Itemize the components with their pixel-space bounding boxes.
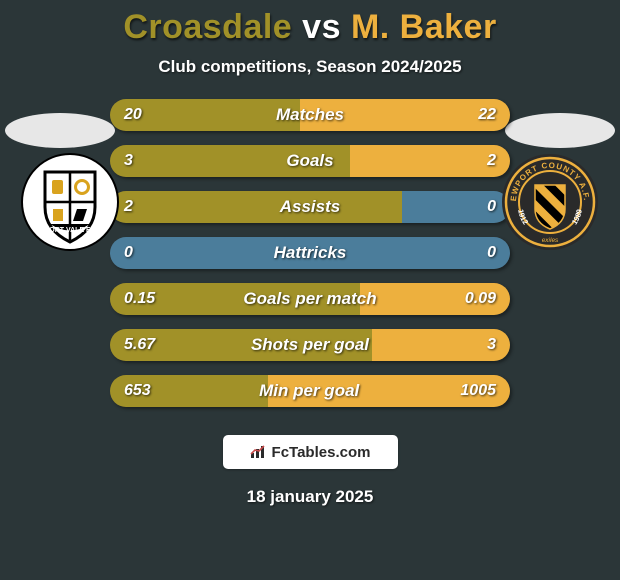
page-root: Croasdale vs M. Baker Club competitions,…	[0, 0, 620, 580]
stat-row-texts: 20Matches22	[110, 99, 510, 131]
stat-row-texts: 0Hattricks0	[110, 237, 510, 269]
footer-date: 18 january 2025	[247, 487, 374, 507]
page-title: Croasdale vs M. Baker	[123, 8, 496, 47]
stat-row-texts: 2Assists0	[110, 191, 510, 223]
stat-row-texts: 653Min per goal1005	[110, 375, 510, 407]
stat-row: 0Hattricks0	[110, 237, 510, 269]
bar-chart-icon	[250, 445, 268, 459]
stat-label: Goals per match	[158, 289, 462, 309]
stat-label: Shots per goal	[158, 335, 462, 355]
stat-left-value: 20	[124, 106, 158, 124]
stat-label: Goals	[158, 151, 462, 171]
title-vs: vs	[302, 8, 341, 46]
stat-row: 653Min per goal1005	[110, 375, 510, 407]
stat-right-value: 0	[462, 244, 496, 262]
content-area: PORT VALE FC NEWPORT COUNTY A.F.C 1912	[0, 99, 620, 407]
right-team-badge: NEWPORT COUNTY A.F.C 1912 1989 exiles	[500, 152, 600, 252]
stat-label: Matches	[158, 105, 462, 125]
subtitle: Club competitions, Season 2024/2025	[158, 57, 461, 77]
stat-row: 2Assists0	[110, 191, 510, 223]
stat-right-value: 1005	[460, 382, 496, 400]
svg-text:PORT VALE FC: PORT VALE FC	[45, 227, 96, 234]
port-vale-crest-icon: PORT VALE FC	[20, 152, 120, 252]
stat-right-value: 22	[462, 106, 496, 124]
stats-bars: 20Matches223Goals22Assists00Hattricks00.…	[110, 99, 510, 407]
stat-left-value: 0.15	[124, 290, 158, 308]
stat-row: 3Goals2	[110, 145, 510, 177]
stat-row: 5.67Shots per goal3	[110, 329, 510, 361]
stat-left-value: 2	[124, 198, 158, 216]
fctables-logo-text: FcTables.com	[272, 444, 371, 461]
stat-left-value: 0	[124, 244, 158, 262]
stat-left-value: 3	[124, 152, 158, 170]
stat-row-texts: 5.67Shots per goal3	[110, 329, 510, 361]
stat-row-texts: 0.15Goals per match0.09	[110, 283, 510, 315]
stat-label: Min per goal	[158, 381, 460, 401]
left-shadow-ellipse	[5, 113, 115, 148]
svg-text:exiles: exiles	[542, 237, 559, 244]
stat-row-texts: 3Goals2	[110, 145, 510, 177]
stat-left-value: 653	[124, 382, 158, 400]
stat-left-value: 5.67	[124, 336, 158, 354]
stat-label: Assists	[158, 197, 462, 217]
title-left-player: Croasdale	[123, 8, 292, 46]
stat-right-value: 2	[462, 152, 496, 170]
fctables-logo: FcTables.com	[223, 435, 398, 469]
stat-label: Hattricks	[158, 243, 462, 263]
title-right-player: M. Baker	[351, 8, 497, 46]
right-shadow-ellipse	[505, 113, 615, 148]
left-team-badge: PORT VALE FC	[20, 152, 120, 252]
stat-right-value: 3	[462, 336, 496, 354]
stat-right-value: 0	[462, 198, 496, 216]
newport-county-crest-icon: NEWPORT COUNTY A.F.C 1912 1989 exiles	[500, 152, 600, 252]
stat-right-value: 0.09	[462, 290, 496, 308]
stat-row: 0.15Goals per match0.09	[110, 283, 510, 315]
stat-row: 20Matches22	[110, 99, 510, 131]
